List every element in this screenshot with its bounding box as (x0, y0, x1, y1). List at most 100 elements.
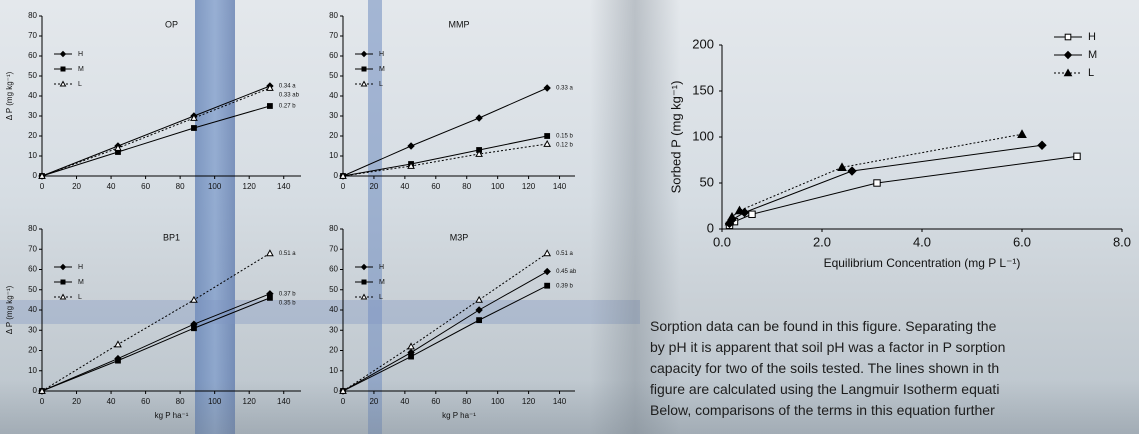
series-line (42, 298, 270, 391)
paragraph-line: by pH it is apparent that soil pH was a … (650, 337, 1139, 358)
y-tick-label: 30 (329, 325, 338, 334)
legend-label: L (379, 81, 383, 88)
marker (268, 295, 273, 300)
marker (116, 358, 121, 363)
x-tick-label: 40 (400, 182, 409, 191)
annotation: 0.33 a (556, 86, 573, 92)
legend-marker (61, 82, 66, 87)
y-tick-label: 20 (28, 131, 37, 140)
y-tick-label: 150 (692, 82, 714, 97)
x-tick-label: 100 (208, 182, 222, 191)
x-tick-label: 40 (107, 397, 116, 406)
y-tick-label: 80 (329, 224, 338, 233)
y-tick-label: 80 (329, 11, 338, 20)
y-tick-label: 80 (28, 11, 37, 20)
series-line (343, 286, 547, 391)
legend-label: L (379, 294, 383, 301)
legend-marker (362, 67, 366, 71)
y-tick-label: 10 (28, 366, 37, 375)
y-tick-label: 200 (692, 36, 714, 51)
legend-label: M (78, 279, 84, 286)
annotation: 0.51 a (279, 251, 296, 257)
x-tick-label: 80 (176, 182, 185, 191)
legend-marker (362, 82, 367, 87)
y-tick-label: 60 (329, 265, 338, 274)
series-line (343, 144, 547, 176)
y-tick-label: 50 (329, 285, 338, 294)
x-tick-label: 0 (40, 397, 45, 406)
legend-label: H (78, 264, 83, 271)
y-tick-label: 70 (28, 244, 37, 253)
series-line (343, 88, 547, 176)
marker (544, 269, 550, 275)
x-tick-label: 60 (141, 397, 150, 406)
x-tick-label: 20 (369, 182, 378, 191)
paragraph-line: Sorption data can be found in this figur… (650, 316, 1139, 337)
marker (267, 250, 273, 255)
y-tick-label: 40 (28, 91, 37, 100)
y-axis-label: Sorbed P (mg kg⁻¹) (668, 81, 683, 194)
marker (408, 343, 414, 348)
y-tick-label: 60 (329, 51, 338, 60)
x-tick-label: 100 (208, 397, 222, 406)
legend-marker (362, 52, 367, 57)
legend-marker (1065, 34, 1071, 40)
marker (476, 297, 482, 302)
x-tick-label: 80 (176, 397, 185, 406)
paragraph-line: Below, comparisons of the terms in this … (650, 400, 1139, 421)
x-tick-label: 80 (462, 397, 471, 406)
x-tick-label: 0 (341, 182, 346, 191)
x-tick-label: 60 (141, 182, 150, 191)
x-axis-label: kg P ha⁻¹ (442, 411, 476, 420)
marker (874, 180, 880, 186)
series-line (730, 145, 1043, 223)
annotation: 0.34 a (279, 84, 296, 90)
x-tick-label: 140 (277, 182, 291, 191)
y-axis-label: Δ P (mg kg⁻¹) (5, 71, 14, 120)
y-tick-label: 50 (28, 285, 37, 294)
x-tick-label: 120 (522, 182, 536, 191)
legend-marker (362, 265, 367, 270)
x-tick-label: 60 (431, 397, 440, 406)
y-tick-label: 40 (329, 305, 338, 314)
series-line (343, 253, 547, 391)
x-axis-label: kg P ha⁻¹ (155, 411, 189, 420)
y-tick-label: 30 (329, 111, 338, 120)
x-tick-label: 120 (243, 182, 257, 191)
x-axis-label: Equilibrium Concentration (mg P L⁻¹) (824, 256, 1021, 270)
legend-marker (362, 280, 366, 284)
legend-label: H (379, 264, 384, 271)
series-line (42, 294, 270, 391)
marker (115, 341, 121, 346)
annotation: 0.27 b (279, 104, 296, 110)
legend-marker (61, 265, 66, 270)
legend-marker (362, 295, 367, 300)
y-tick-label: 50 (700, 174, 714, 189)
y-tick-label: 70 (28, 31, 37, 40)
y-tick-label: 50 (329, 71, 338, 80)
y-tick-label: 0 (334, 386, 339, 395)
series-line (730, 156, 1078, 225)
marker (544, 141, 550, 146)
legend-label: L (78, 294, 82, 301)
marker (477, 318, 482, 323)
x-tick-label: 0 (40, 182, 45, 191)
x-tick-label: 140 (553, 397, 567, 406)
annotation: 0.45 ab (556, 269, 577, 275)
y-tick-label: 20 (329, 346, 338, 355)
chart-title: MMP (449, 19, 470, 29)
x-tick-label: 140 (277, 397, 291, 406)
annotation: 0.39 b (556, 283, 573, 289)
legend-label: M (379, 279, 385, 286)
marker (409, 354, 414, 359)
y-tick-label: 40 (28, 305, 37, 314)
page: {"chart_data":[ {"type":"line","title":"… (0, 0, 1139, 434)
legend-label: H (78, 51, 83, 58)
marker (545, 283, 550, 288)
marker (1074, 153, 1080, 159)
marker (544, 85, 550, 91)
paragraph-line: capacity for two of the soils tested. Th… (650, 358, 1139, 379)
marker (191, 297, 197, 302)
chart-title: M3P (450, 232, 469, 242)
series-line (42, 106, 270, 176)
